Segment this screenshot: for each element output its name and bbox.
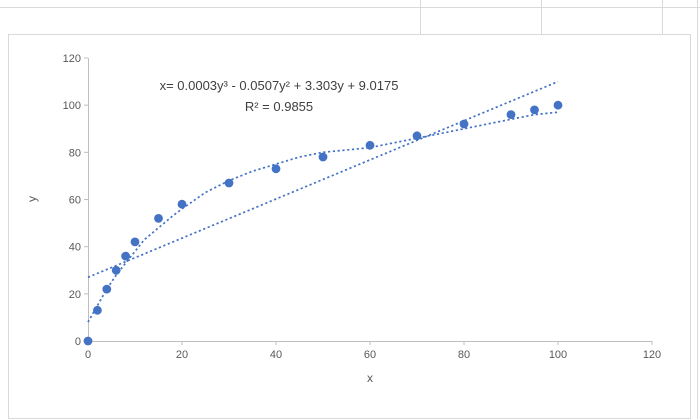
chart-svg: 0 20 40 60 80 100 120 0 20 40 60 80 100 120 — [63, 53, 662, 361]
data-point — [130, 237, 140, 247]
x-axis-title: x — [367, 371, 373, 385]
equation-text: x= 0.0003y³ - 0.0507y² + 3.303y + 9.0175 — [159, 78, 399, 93]
y-tick-label: 0 — [75, 336, 81, 348]
spreadsheet-gridline-vertical — [662, 0, 663, 34]
y-tick-label: 60 — [69, 195, 81, 207]
data-point — [111, 265, 121, 275]
linear-trendline — [87, 80, 559, 279]
data-point — [177, 199, 187, 209]
data-point — [121, 251, 130, 261]
data-point — [506, 110, 516, 119]
y-tick-label: 80 — [69, 147, 81, 159]
data-point — [271, 164, 281, 174]
trendline-annotation: x= 0.0003y³ - 0.0507y² + 3.303y + 9.0175… — [93, 75, 465, 117]
data-point — [530, 105, 539, 115]
polynomial-trendline — [87, 111, 559, 323]
x-tick-label: 40 — [270, 349, 282, 361]
y-tick-label: 40 — [69, 242, 81, 254]
spreadsheet-gridline-horizontal — [0, 7, 700, 8]
data-point — [553, 100, 563, 110]
x-tick-label: 0 — [85, 349, 91, 361]
y-tick-label: 100 — [63, 100, 81, 112]
y-axis-title: y — [25, 196, 39, 202]
data-point — [93, 305, 102, 315]
chart-object[interactable]: 0 20 40 60 80 100 120 0 20 40 60 80 100 120 x= 0.0003… — [8, 34, 691, 419]
data-point — [102, 284, 112, 294]
x-tick-label: 60 — [364, 349, 376, 361]
r-squared-text: R² = 0.9855 — [244, 99, 314, 114]
x-tick-label: 120 — [643, 349, 661, 361]
spreadsheet-gridline-vertical — [697, 0, 698, 419]
y-tick-label: 120 — [63, 53, 81, 65]
spreadsheet-gridline-vertical — [420, 0, 421, 34]
data-point — [318, 152, 328, 162]
x-tick-label: 20 — [176, 349, 188, 361]
data-point — [459, 119, 469, 129]
x-tick-label: 80 — [458, 349, 470, 361]
data-point — [83, 336, 93, 346]
data-point — [154, 214, 163, 223]
y-tick-label: 20 — [69, 289, 81, 301]
x-tick-label: 100 — [549, 349, 567, 361]
spreadsheet-gridline-vertical — [541, 0, 542, 34]
